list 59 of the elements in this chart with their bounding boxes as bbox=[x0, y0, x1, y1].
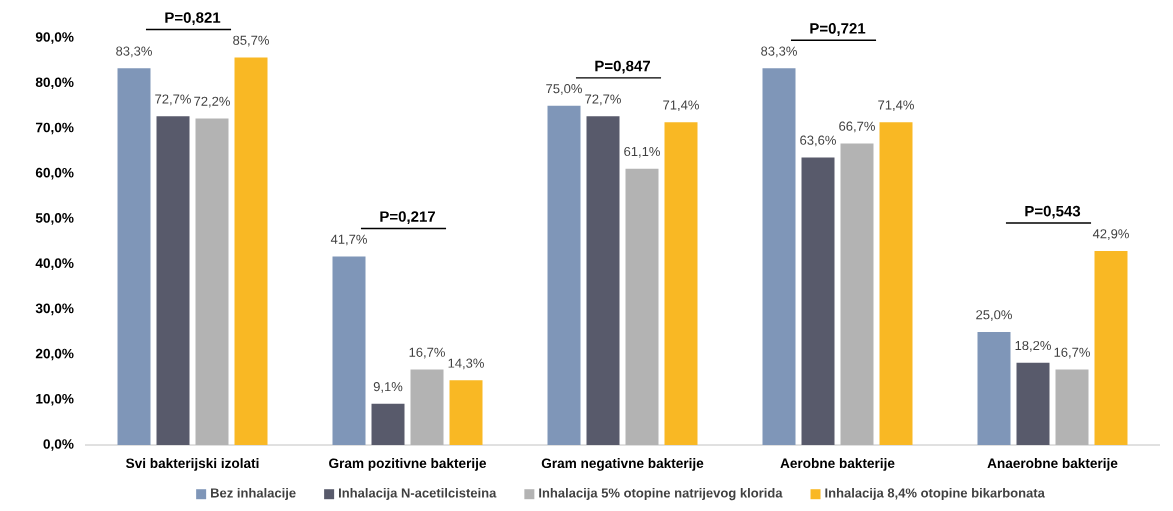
bar bbox=[879, 122, 913, 446]
legend-label: Inhalacija N-acetilcisteina bbox=[339, 488, 497, 501]
bar bbox=[762, 68, 796, 446]
y-tick-label: 70,0% bbox=[35, 122, 74, 135]
text: P=0,821 bbox=[165, 12, 221, 26]
y-tick-label: 50,0% bbox=[35, 213, 74, 225]
y-tick-label: 80,0% bbox=[35, 77, 74, 90]
data-label: 83,3% bbox=[761, 46, 797, 58]
data-label: 63,6% bbox=[800, 135, 836, 147]
x-tick-label: Aerobne bakterije bbox=[780, 458, 895, 471]
x-tick-label: Svi bakterijski izolati bbox=[126, 458, 259, 471]
data-label: 71,4% bbox=[663, 100, 699, 112]
bar bbox=[449, 380, 483, 446]
bar bbox=[1094, 251, 1128, 446]
data-label: 42,9% bbox=[1092, 229, 1129, 240]
data-label: 85,7% bbox=[233, 35, 269, 47]
data-label: 16,7% bbox=[409, 347, 445, 359]
bar bbox=[801, 157, 835, 446]
data-label: 9,1% bbox=[373, 382, 403, 393]
annotation: P=0,847 bbox=[595, 60, 650, 74]
data-label: 16,7% bbox=[1054, 347, 1090, 359]
data-label: 14,3% bbox=[448, 358, 484, 370]
bar bbox=[156, 116, 190, 446]
y-tick-label: 40,0% bbox=[35, 258, 74, 270]
data-label: 72,7% bbox=[585, 94, 621, 106]
y-tick-label: 90,0% bbox=[35, 32, 74, 44]
bar bbox=[1016, 362, 1050, 446]
data-label: 66,7% bbox=[839, 121, 875, 133]
bar bbox=[234, 57, 268, 446]
data-label: 83,3% bbox=[116, 46, 152, 58]
legend-label: Inhalacija 5% otopine natrijevog klorida bbox=[539, 488, 783, 501]
bar bbox=[977, 331, 1011, 446]
bar bbox=[332, 256, 366, 446]
data-label: 41,7% bbox=[330, 234, 367, 246]
y-tick-label: 30,0% bbox=[35, 303, 74, 316]
bar bbox=[586, 116, 620, 446]
x-tick-label: Anaerobne bakterije bbox=[987, 458, 1118, 471]
annotation: P=0,217 bbox=[380, 211, 435, 225]
text: P=0,721 bbox=[810, 23, 866, 36]
legend-label: Bez inhalacije bbox=[211, 488, 296, 501]
data-label: 18,2% bbox=[1015, 340, 1051, 352]
legend-label: Inhalacija 8,4% otopine bikarbonata bbox=[825, 488, 1045, 501]
data-label: 72,7% bbox=[155, 94, 191, 106]
y-tick-label: 60,0% bbox=[35, 167, 74, 180]
bar bbox=[547, 105, 581, 446]
bar bbox=[664, 122, 698, 446]
data-label: 25,0% bbox=[976, 310, 1012, 321]
bar bbox=[117, 68, 151, 446]
data-label: 72,2% bbox=[194, 96, 230, 108]
x-tick-label: Gram pozitivne bakterije bbox=[329, 458, 487, 471]
data-label: 71,4% bbox=[878, 100, 914, 112]
y-tick-label: 20,0% bbox=[35, 348, 74, 361]
y-tick-label: 0,0% bbox=[43, 439, 74, 451]
y-tick-label: 10,0% bbox=[36, 393, 74, 406]
bar bbox=[371, 403, 405, 446]
annotation: P=0,543 bbox=[1025, 205, 1081, 219]
data-label: 61,1% bbox=[624, 146, 660, 158]
x-tick-label: Gram negativne bakterije bbox=[541, 458, 704, 471]
data-label: 75,0% bbox=[546, 84, 582, 95]
